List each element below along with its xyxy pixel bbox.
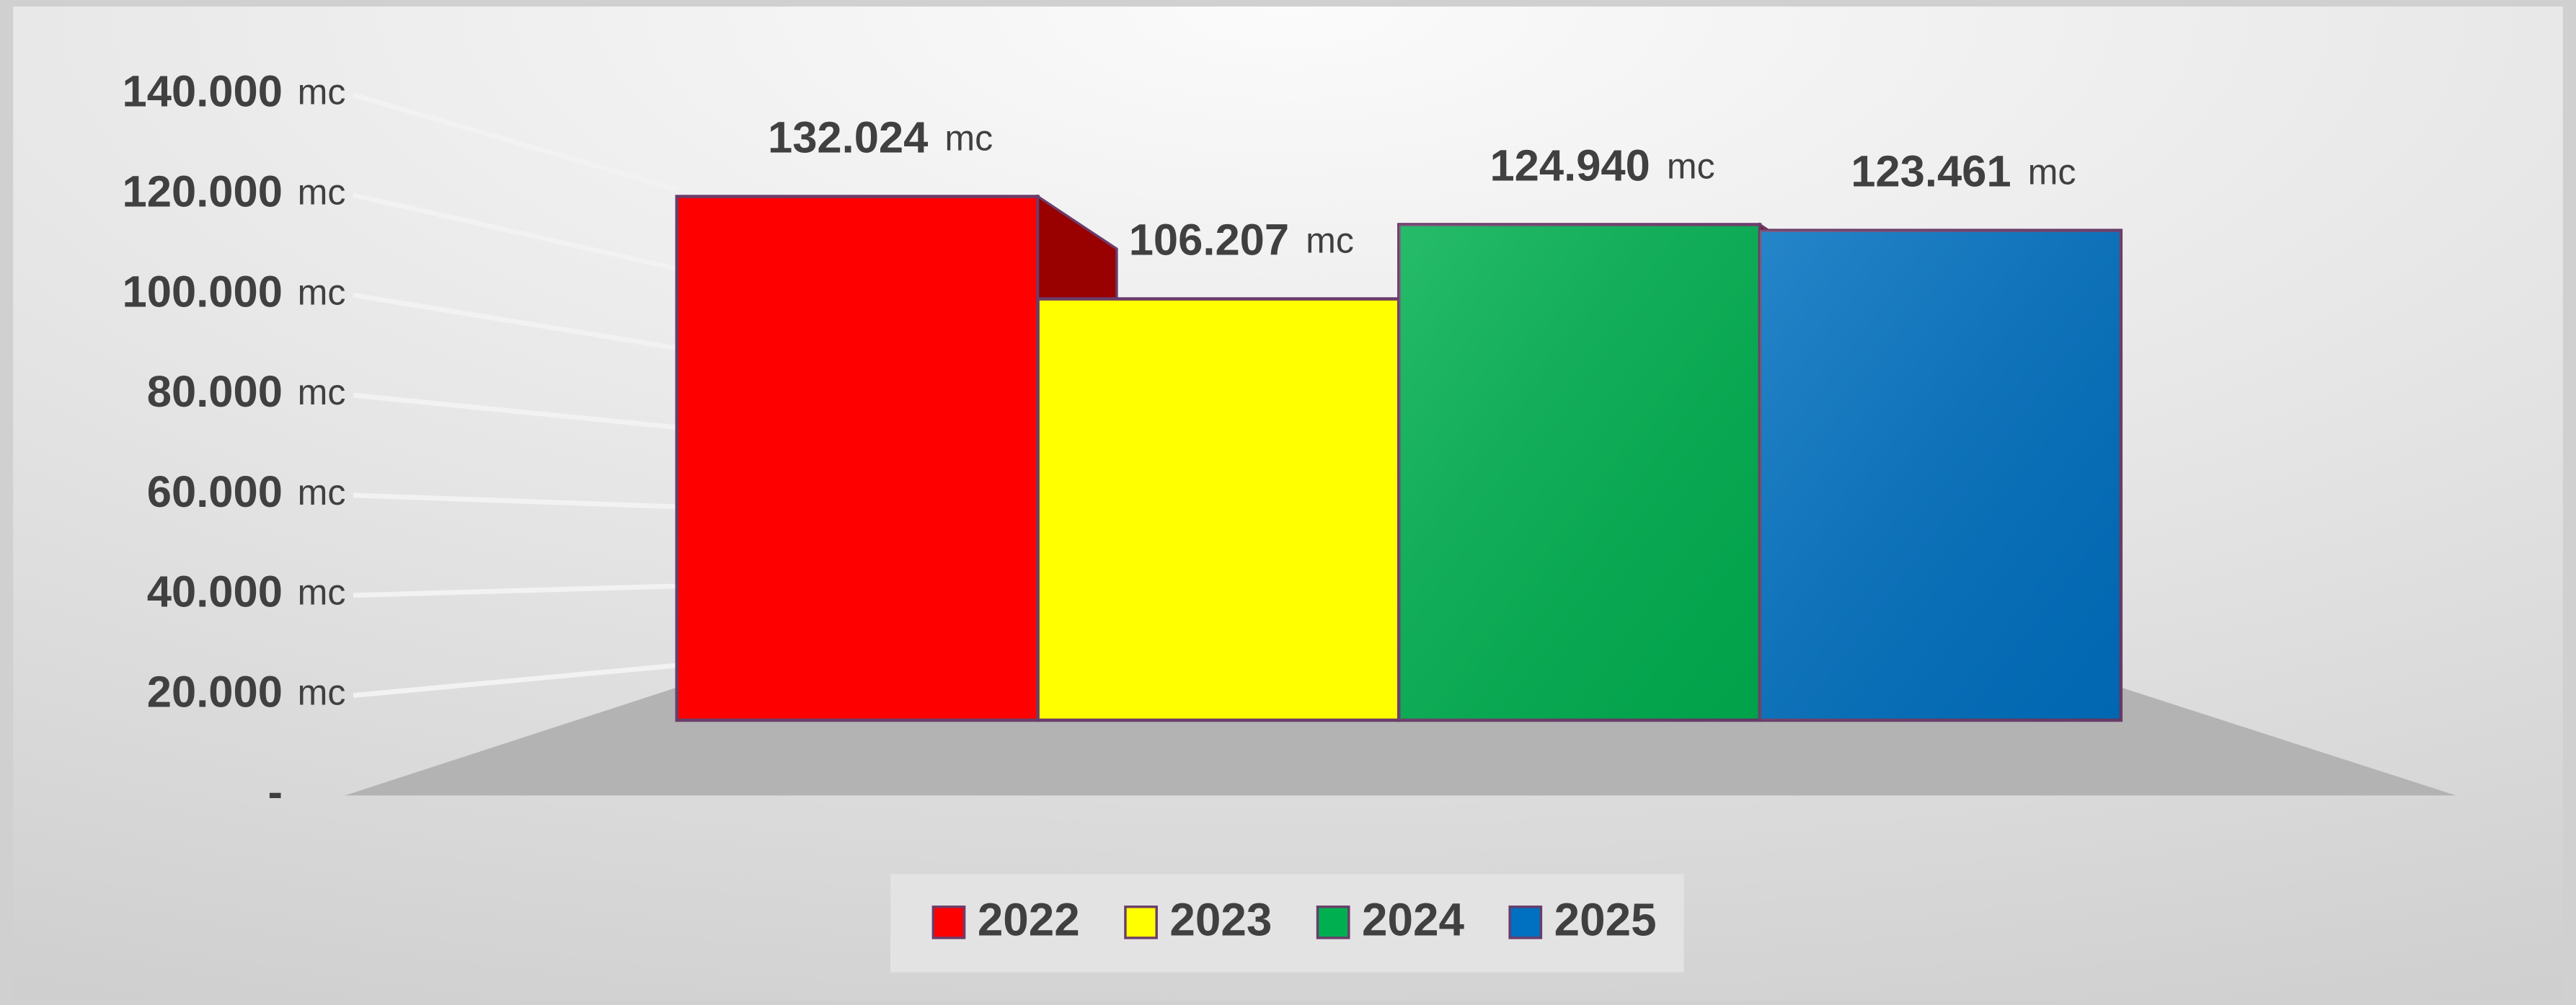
value-label: 124.940 mc: [1490, 141, 1714, 191]
legend-swatch: [931, 906, 966, 939]
legend-label: 2025: [1554, 894, 1657, 945]
legend-swatch: [1124, 906, 1158, 939]
legend-box: [890, 874, 1684, 973]
legend-label: 2023: [1169, 894, 1272, 945]
legend-swatch: [1316, 906, 1350, 939]
value-label: 106.207 mc: [1129, 216, 1354, 265]
bar: [1036, 297, 1401, 722]
y-tick-label: 100.000 mc: [123, 267, 346, 317]
y-tick-label: 20.000 mc: [147, 668, 346, 717]
y-tick-label: 60.000 mc: [147, 467, 346, 517]
grid-line: [353, 492, 677, 510]
y-tick-label: 40.000 mc: [147, 567, 346, 617]
bar: [675, 195, 1040, 722]
y-tick-label: 120.000 mc: [123, 167, 346, 217]
bar-shine: [1760, 230, 2121, 720]
y-tick-label: 140.000 mc: [123, 67, 346, 117]
value-label: 123.461 mc: [1851, 147, 2076, 197]
bar-shine: [1399, 224, 1761, 720]
grid-line: [353, 392, 678, 430]
grid-line: [353, 663, 678, 698]
y-tick-label: 80.000 mc: [147, 367, 346, 417]
legend-swatch: [1508, 906, 1543, 939]
grid-line: [352, 92, 678, 192]
grid-line: [353, 583, 677, 598]
grid-line: [353, 192, 678, 272]
grid-line: [353, 292, 678, 351]
legend-label: 2024: [1362, 894, 1464, 945]
legend-label: 2022: [978, 894, 1080, 945]
y-tick-label: -: [267, 768, 282, 818]
value-label: 132.024 mc: [768, 113, 993, 163]
